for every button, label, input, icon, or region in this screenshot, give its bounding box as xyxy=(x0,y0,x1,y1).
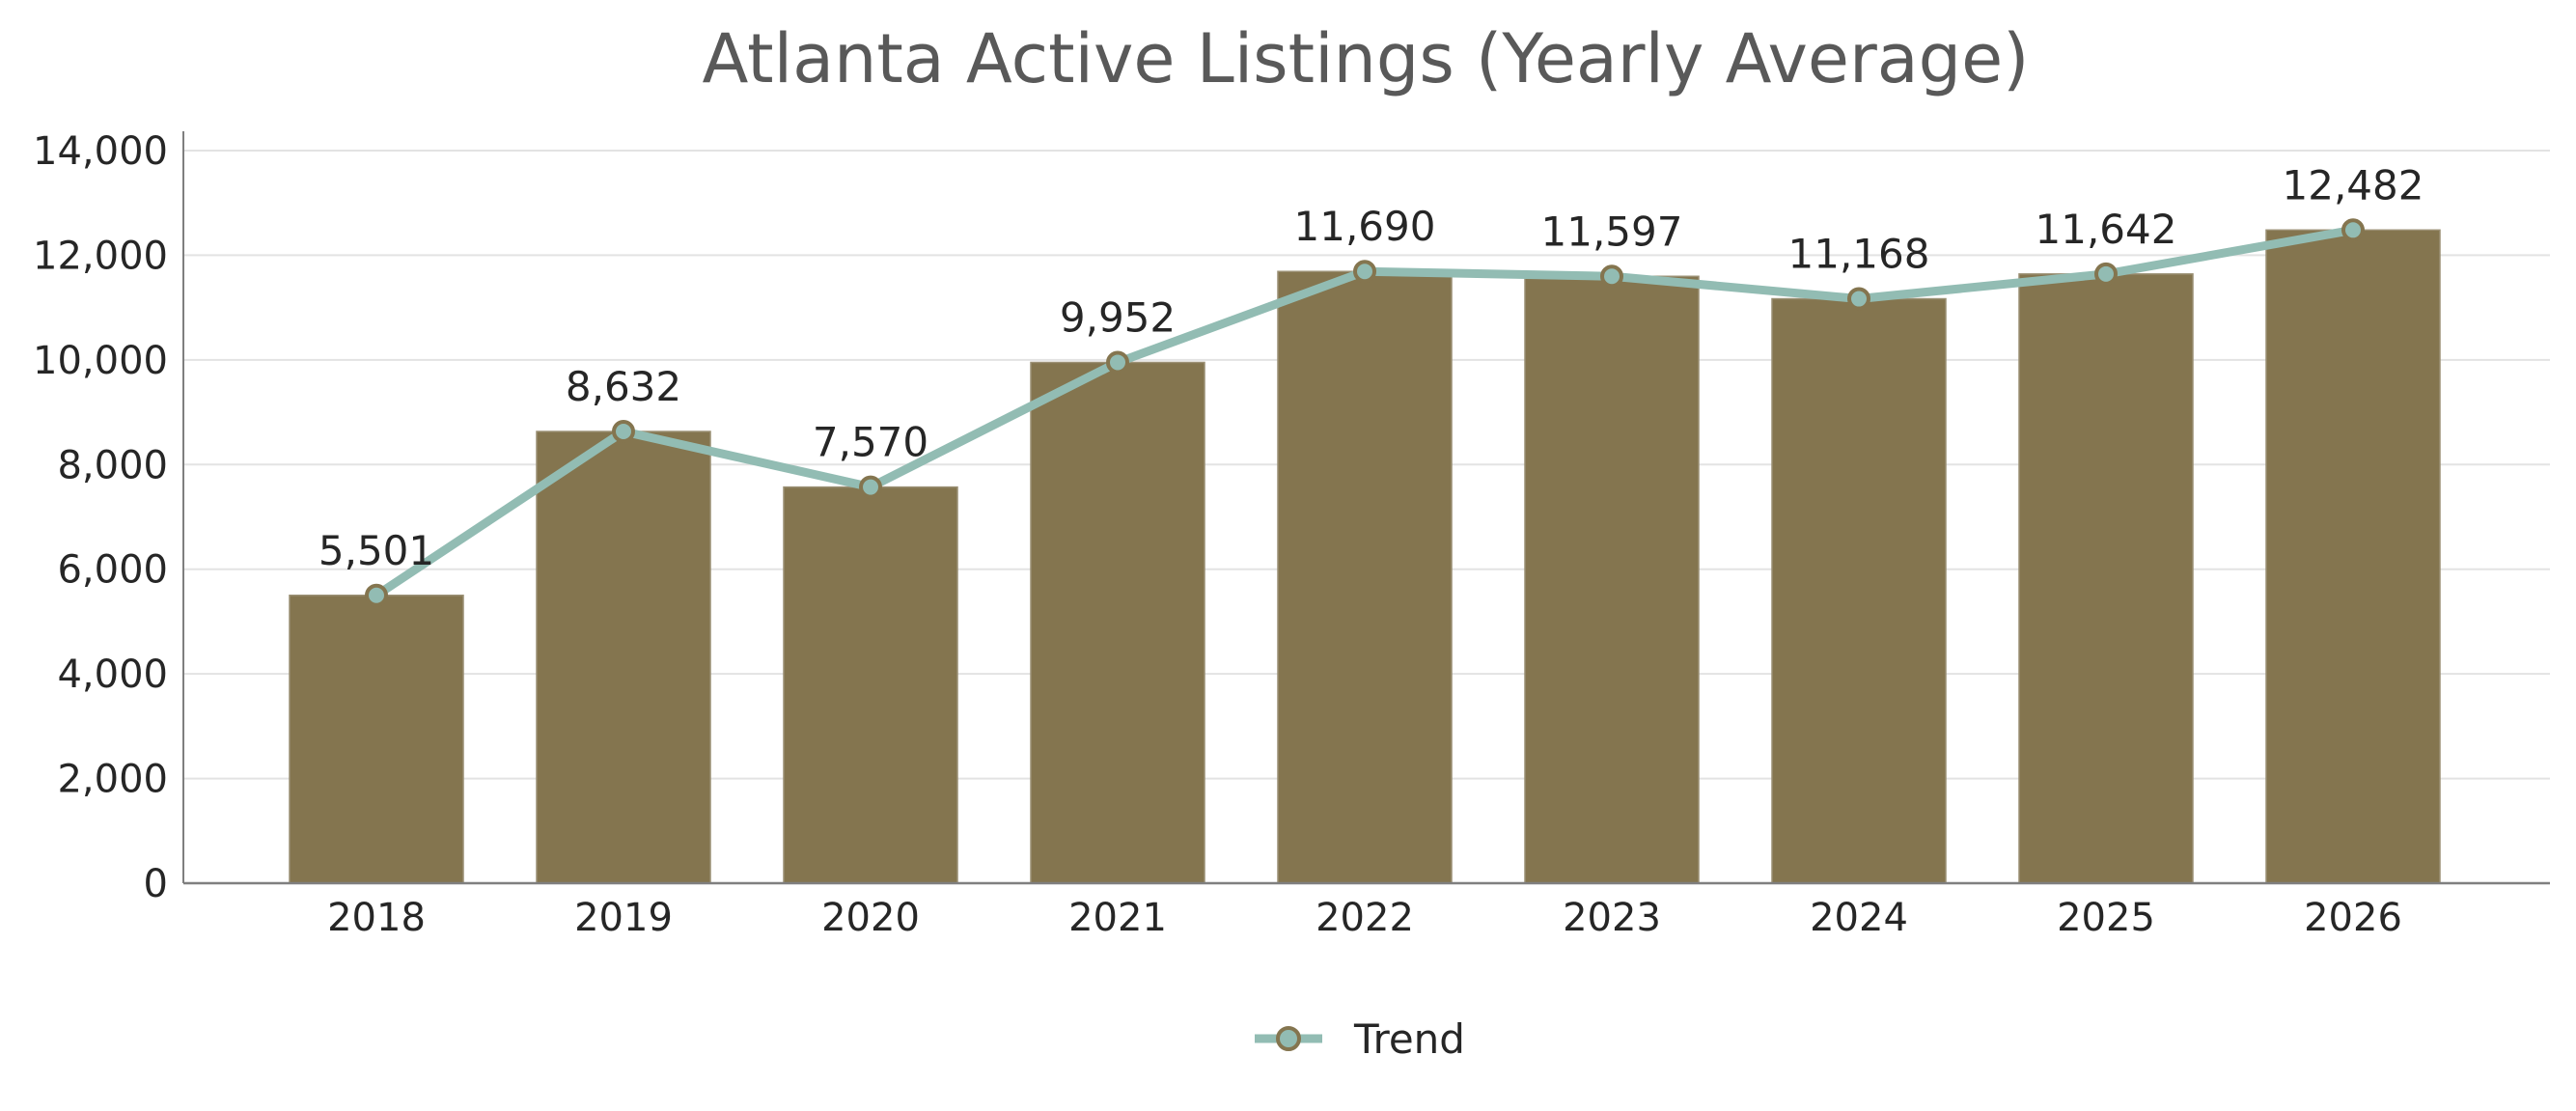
data-label: 5,501 xyxy=(319,527,434,574)
bar[interactable] xyxy=(1771,297,1947,884)
x-tick-label: 2020 xyxy=(821,896,920,940)
data-labels: 5,501 8,632 7,570 9,952 11,690 11,597 11,168 11… xyxy=(319,161,2424,573)
bar[interactable] xyxy=(1030,361,1205,884)
trend-line-series xyxy=(365,218,2365,607)
trend-point[interactable] xyxy=(1600,264,1623,289)
y-tick-label: 4,000 xyxy=(57,653,168,697)
bar[interactable] xyxy=(1524,275,1700,884)
trend-point[interactable] xyxy=(1353,260,1376,284)
chart-title: Atlanta Active Listings (Yearly Average) xyxy=(703,19,2030,98)
data-label: 11,642 xyxy=(2036,206,2177,253)
trend-point[interactable] xyxy=(2094,262,2118,286)
data-label: 12,482 xyxy=(2283,161,2424,208)
y-tick-label: 8,000 xyxy=(57,443,168,487)
legend-marker-swatch xyxy=(1276,1026,1301,1051)
bar[interactable] xyxy=(2018,273,2194,884)
x-tick-label: 2026 xyxy=(2304,896,2402,940)
legend-label: Trend xyxy=(1353,1015,1465,1063)
legend[interactable]: Trend xyxy=(1255,1015,1465,1063)
y-tick-label: 2,000 xyxy=(57,758,168,802)
data-label: 11,597 xyxy=(1541,208,1683,255)
y-tick-label: 10,000 xyxy=(33,339,168,383)
y-tick-label: 6,000 xyxy=(57,548,168,593)
axes: 0 2,000 4,000 6,000 8,000 10,000 12,000 14,000 2… xyxy=(33,129,2550,940)
y-tick-label: 0 xyxy=(144,862,168,906)
bar[interactable] xyxy=(1277,270,1453,884)
x-tick-label: 2024 xyxy=(1810,896,1908,940)
trend-point[interactable] xyxy=(612,420,635,444)
data-label: 8,632 xyxy=(566,363,681,410)
data-label: 7,570 xyxy=(813,419,928,466)
x-tick-label: 2019 xyxy=(574,896,673,940)
x-tick-label: 2018 xyxy=(327,896,426,940)
data-label: 11,690 xyxy=(1294,203,1436,250)
trend-point[interactable] xyxy=(1847,287,1870,311)
y-tick-label: 14,000 xyxy=(33,129,168,174)
bar[interactable] xyxy=(536,431,711,884)
bar[interactable] xyxy=(2265,229,2441,884)
trend-point[interactable] xyxy=(1106,350,1129,375)
bar[interactable] xyxy=(783,486,958,884)
y-tick-label: 12,000 xyxy=(33,234,168,278)
bars xyxy=(289,229,2441,884)
bar[interactable] xyxy=(289,595,464,884)
x-tick-label: 2023 xyxy=(1563,896,1661,940)
data-label: 9,952 xyxy=(1060,293,1176,341)
trend-point[interactable] xyxy=(859,475,882,499)
data-label: 11,168 xyxy=(1788,231,1930,278)
x-tick-label: 2022 xyxy=(1316,896,1414,940)
x-tick-label: 2021 xyxy=(1068,896,1167,940)
x-tick-label: 2025 xyxy=(2057,896,2155,940)
trend-point[interactable] xyxy=(365,583,388,607)
trend-point[interactable] xyxy=(2341,218,2365,242)
